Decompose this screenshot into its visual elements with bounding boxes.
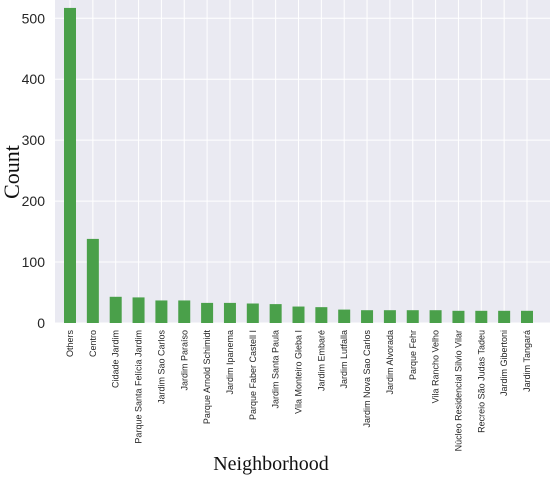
- x-tick-label: Jardim Gibertoni: [499, 330, 509, 396]
- bar: [383, 310, 396, 323]
- bar: [223, 302, 236, 323]
- x-tick-label: Recreio São Judas Tadeu: [476, 330, 486, 433]
- x-tick-label: Jardim Tangará: [522, 330, 532, 392]
- x-tick-label: Vila Rancho Velho: [431, 330, 441, 403]
- x-tick-label: Centro: [88, 330, 98, 357]
- x-tick-label: Jardim Lutfalla: [339, 330, 349, 389]
- x-axis-title: Neighborhood: [213, 453, 329, 475]
- bar: [178, 300, 191, 323]
- bar: [406, 310, 419, 323]
- bar: [498, 310, 511, 323]
- bar: [64, 7, 76, 324]
- y-tick-label: 200: [22, 193, 46, 209]
- y-tick-label: 100: [22, 254, 46, 270]
- bar: [361, 310, 374, 323]
- bar: [338, 309, 351, 323]
- y-axis-title: Count: [0, 145, 24, 199]
- bar: [521, 310, 533, 323]
- x-tick-label: Parque Arnold Schimidt: [202, 330, 212, 425]
- x-tick-label: Jardim Embaré: [316, 330, 326, 391]
- x-tick-label: Jardim Alvorada: [385, 330, 395, 395]
- bar: [269, 304, 282, 323]
- x-tick-label: Jardim Ipanema: [225, 330, 235, 395]
- bar: [475, 310, 488, 323]
- x-tick-label: Vila Monteiro Gleba I: [294, 330, 304, 414]
- bar: [292, 306, 305, 323]
- x-tick-label: Others: [65, 330, 75, 358]
- grid-lines: [55, 0, 550, 324]
- x-tick-label: Jardim Nova Sao Carlos: [362, 330, 372, 428]
- plot-background: [55, 0, 550, 323]
- y-tick-label: 300: [22, 132, 46, 148]
- bar: [452, 310, 465, 323]
- y-tick-labels: 0 100 200 300 400 500: [22, 10, 46, 331]
- x-tick-label: Jardim Sao Carlos: [156, 330, 166, 405]
- y-tick-label: 500: [22, 10, 46, 26]
- x-tick-labels: Others Centro Cidade Jardim Parque Santa Fe…: [65, 330, 532, 452]
- bar: [246, 303, 259, 323]
- x-tick-label: Parque Faber Castell I: [248, 330, 258, 420]
- bars: [64, 7, 533, 324]
- bar: [109, 296, 122, 323]
- x-tick-label: Cidade Jardim: [111, 330, 121, 388]
- bar: [86, 238, 99, 323]
- bar: [132, 297, 145, 323]
- y-tick-label: 0: [37, 315, 45, 331]
- x-tick-label: Jardim Santa Paula: [271, 330, 281, 409]
- x-tick-label: Parque Fehr: [408, 330, 418, 380]
- x-tick-label: Núcleo Residencial Silvio Vilar: [453, 330, 463, 451]
- bar: [155, 300, 168, 323]
- x-tick-label: Parque Santa Felícia Jardim: [134, 330, 144, 444]
- x-tick-label: Jardim Paraíso: [179, 330, 189, 391]
- bar: [201, 302, 214, 323]
- y-tick-label: 400: [22, 71, 46, 87]
- bar: [429, 310, 442, 323]
- bar: [315, 307, 328, 323]
